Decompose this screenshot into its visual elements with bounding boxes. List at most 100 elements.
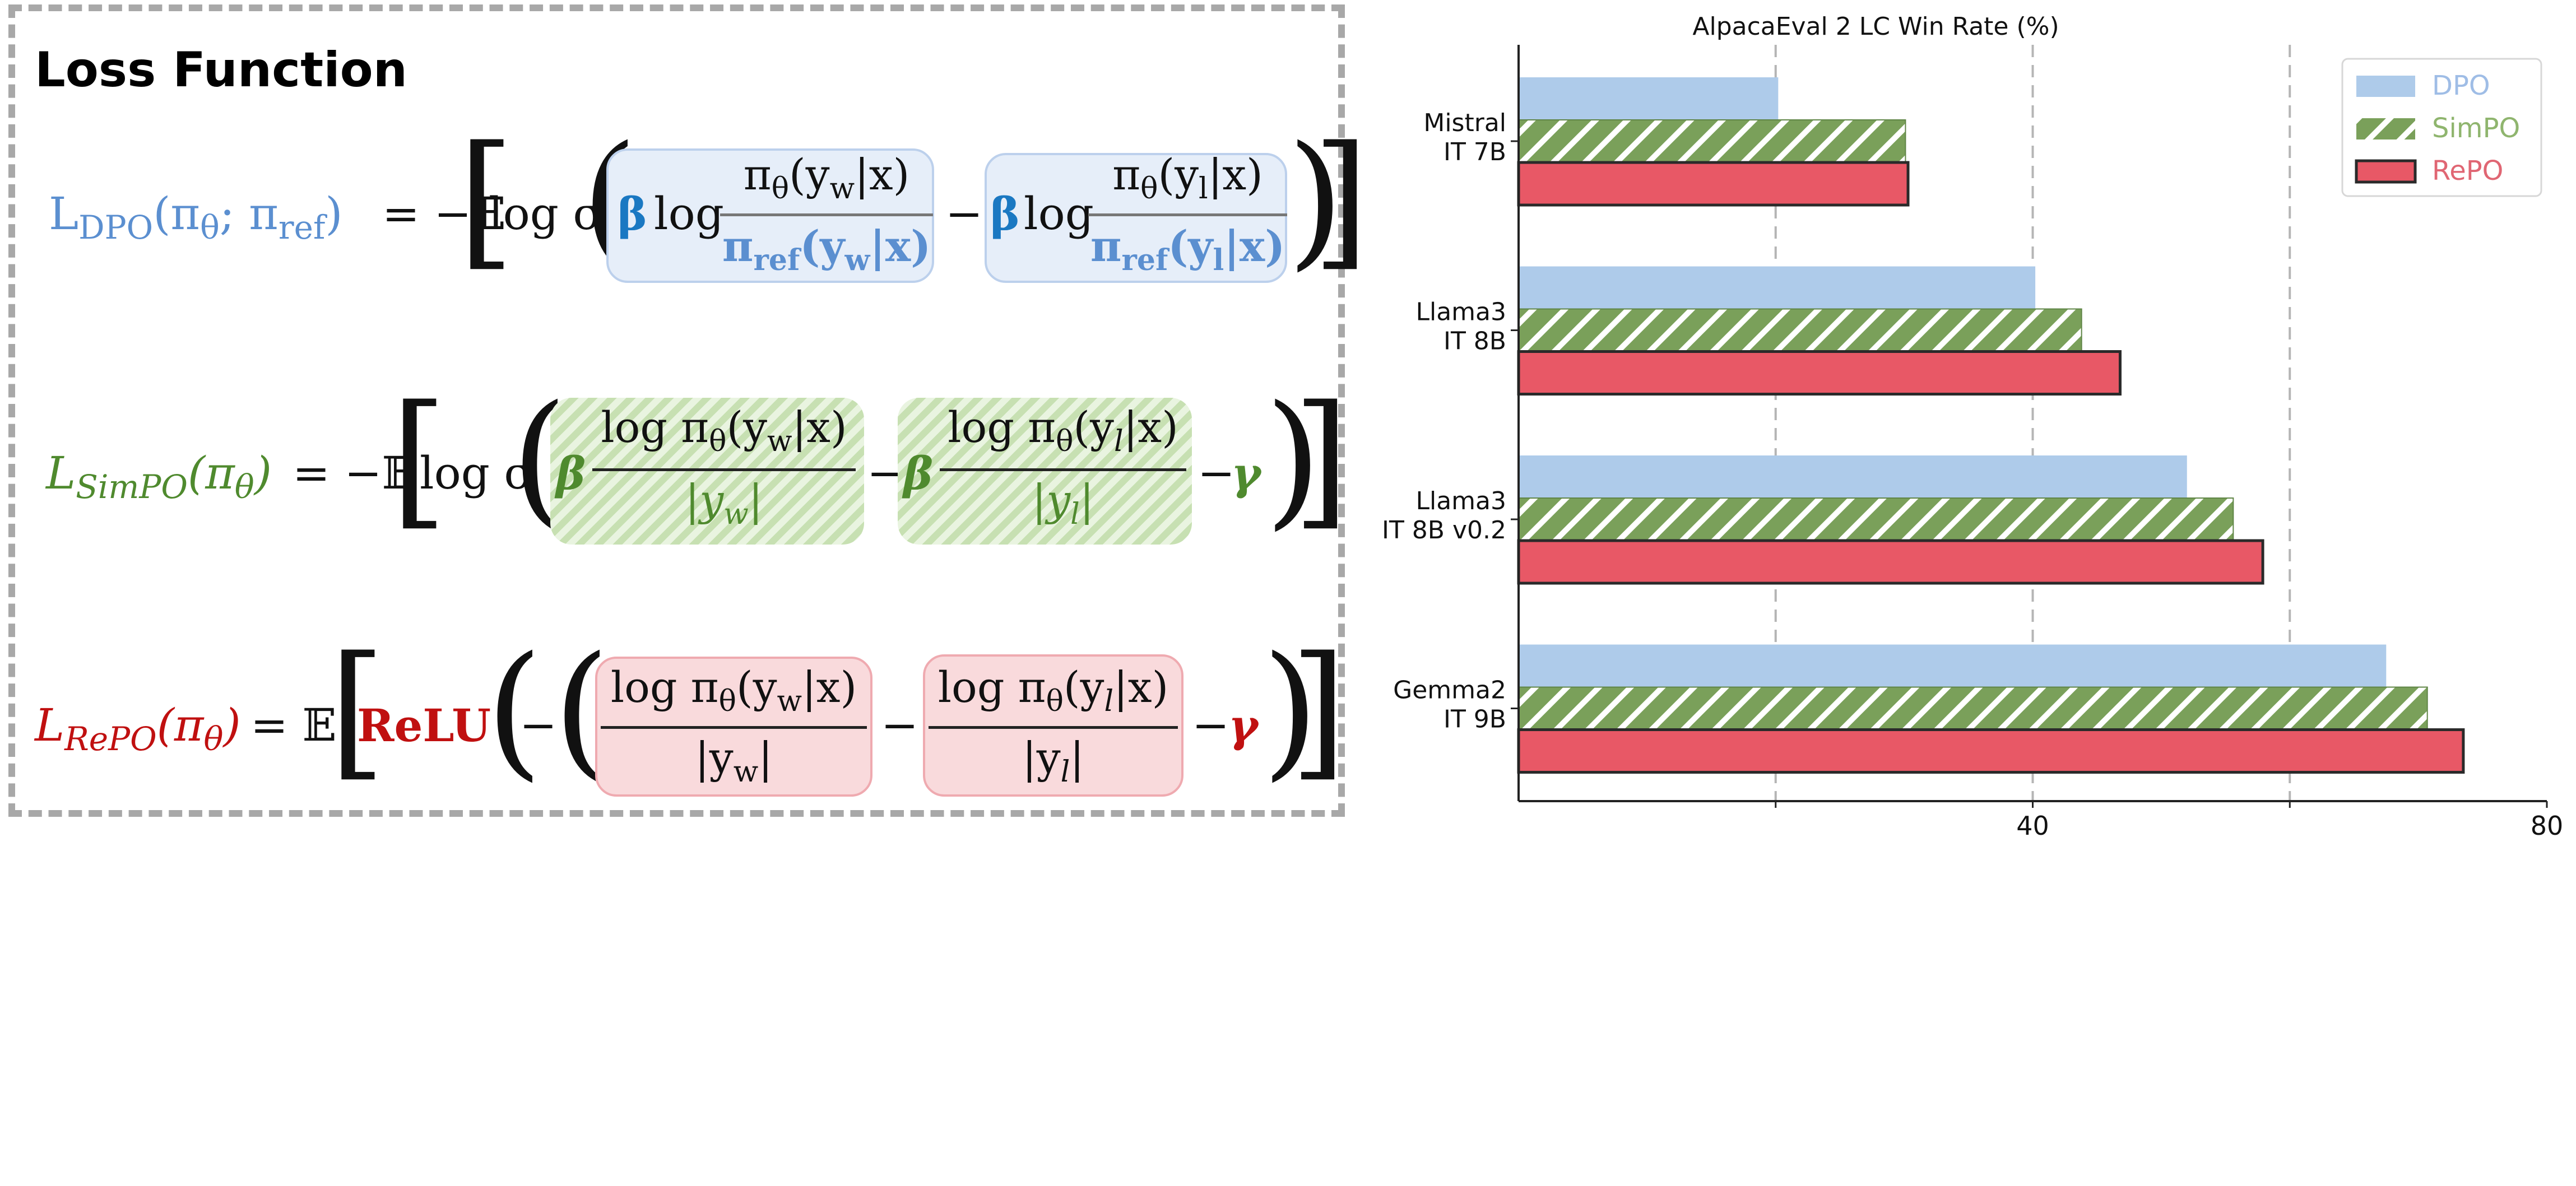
simpo-dw-tail: | bbox=[748, 475, 763, 525]
dpo-winner-denominator: πref(yw|x) bbox=[720, 221, 933, 277]
bar-repo bbox=[1517, 350, 2122, 396]
simpo-beta-l: β bbox=[903, 447, 934, 500]
repo-open-paren-outer: ( bbox=[486, 626, 543, 795]
simpo-nw-tail: |x) bbox=[792, 402, 847, 452]
repo-close-paren: ) bbox=[1262, 626, 1319, 795]
dpo-log-w: log bbox=[654, 188, 724, 240]
legend-label-simpo: SimPO bbox=[2432, 113, 2520, 144]
simpo-nw-arg: (y bbox=[726, 402, 768, 452]
dpo-dw-arg: (y bbox=[800, 221, 845, 271]
dpo-lhs-close: ) bbox=[325, 188, 343, 240]
legend-label-repo: RePO bbox=[2432, 155, 2503, 187]
dpo-dl-pi: π bbox=[1090, 221, 1122, 271]
dpo-lhs: LDPO(πθ; πref) bbox=[49, 188, 343, 246]
dpo-nw-arg: (y bbox=[789, 150, 830, 199]
dpo-equation: LDPO(πθ; πref) = −𝔼 [ log σ ( β log πθ(y… bbox=[15, 127, 1369, 289]
y-tick-label-line: IT 8B v0.2 bbox=[1382, 516, 1506, 545]
dpo-nw-theta: θ bbox=[771, 172, 790, 206]
repo-lhs-close: ) bbox=[223, 699, 241, 751]
repo-nw-sub: w bbox=[777, 685, 802, 719]
loss-function-panel: Loss Function LDPO(πθ; πref) = −𝔼 [ log … bbox=[8, 4, 1369, 817]
bar-repo bbox=[1517, 161, 1910, 207]
y-tick-label-line: Mistral bbox=[1423, 109, 1506, 137]
dpo-loser-fraction: πθ(yl|x) πref(yl|x) bbox=[1088, 148, 1287, 283]
simpo-winner-fraction-line bbox=[592, 468, 856, 471]
dpo-nl-tail: |x) bbox=[1208, 150, 1263, 199]
repo-close-bracket: ] bbox=[1290, 626, 1347, 795]
repo-lhs-symbol: L bbox=[35, 699, 65, 751]
repo-nw-logpi: log π bbox=[610, 662, 719, 712]
simpo-nl-logpi: log π bbox=[948, 402, 1056, 452]
y-tick-label-line: Gemma2 bbox=[1393, 676, 1506, 705]
y-tick-label-line: IT 9B bbox=[1444, 705, 1506, 734]
dpo-log-sigma: log σ bbox=[489, 188, 604, 240]
repo-winner-fraction-line bbox=[601, 726, 867, 729]
repo-dw-tail: | bbox=[758, 733, 773, 783]
repo-dw-sub: w bbox=[733, 755, 759, 789]
repo-equals: = 𝔼 bbox=[250, 699, 337, 751]
repo-winner-fraction: log πθ(yw|x) |yw| bbox=[601, 657, 867, 797]
y-tick-label-line: IT 8B bbox=[1444, 327, 1506, 356]
bar-simpo bbox=[1518, 497, 2234, 541]
dpo-dw-ref: ref bbox=[753, 243, 800, 278]
repo-lhs-subscript: RePO bbox=[64, 720, 157, 758]
repo-dw-y: |y bbox=[695, 733, 734, 783]
dpo-nw-sub: w bbox=[829, 172, 855, 206]
simpo-loser-fraction: log πθ(yl|x) |yl| bbox=[940, 398, 1186, 545]
repo-loser-fraction: log πθ(yl|x) |yl| bbox=[929, 654, 1178, 797]
dpo-winner-fraction-line bbox=[720, 213, 933, 216]
repo-lhs: LRePO(πθ) bbox=[35, 699, 241, 758]
repo-dl-sub: l bbox=[1060, 755, 1070, 789]
dpo-beta-w: β bbox=[618, 188, 648, 240]
simpo-loser-fraction-line bbox=[940, 468, 1186, 471]
y-tick-label-line: Llama3 bbox=[1415, 487, 1506, 515]
y-tick-label: Mistral IT 7B bbox=[1423, 109, 1506, 166]
simpo-loser-box bbox=[898, 398, 1192, 545]
dpo-lhs-args: (π bbox=[153, 188, 200, 240]
bar-dpo bbox=[1519, 644, 2387, 687]
dpo-open-bracket: [ bbox=[458, 115, 515, 285]
bar-simpo bbox=[1518, 119, 1906, 163]
dpo-winner-fraction: πθ(yw|x) πref(yw|x) bbox=[720, 148, 933, 283]
simpo-equals: = −𝔼 bbox=[293, 447, 416, 499]
dpo-nl-sub: l bbox=[1199, 172, 1208, 206]
repo-nl-sub: l bbox=[1104, 685, 1114, 719]
repo-lhs-theta: θ bbox=[203, 720, 224, 758]
simpo-lhs: LSimPO(πθ) bbox=[46, 447, 272, 506]
repo-nl-arg: (y bbox=[1063, 662, 1104, 712]
dpo-loser-denominator: πref(yl|x) bbox=[1088, 221, 1287, 277]
simpo-nl-sub: l bbox=[1113, 425, 1124, 459]
dpo-lhs-sep: ; π bbox=[219, 188, 279, 240]
simpo-loser-numerator: log πθ(yl|x) bbox=[940, 402, 1186, 458]
y-tick-label-line: IT 7B bbox=[1444, 138, 1506, 166]
y-tick-label: Llama3 IT 8B v0.2 bbox=[1382, 487, 1506, 545]
simpo-dw-sub: w bbox=[723, 497, 749, 532]
repo-open-bracket: [ bbox=[329, 626, 386, 795]
repo-nl-theta: θ bbox=[1046, 685, 1064, 719]
x-tick-label: 80 bbox=[2531, 811, 2564, 841]
dpo-dw-sub: w bbox=[844, 243, 870, 278]
simpo-nl-theta: θ bbox=[1056, 425, 1074, 459]
simpo-lhs-symbol: L bbox=[46, 447, 76, 499]
dpo-dl-arg: (y bbox=[1168, 221, 1213, 271]
dpo-loser-numerator: πθ(yl|x) bbox=[1088, 150, 1287, 206]
simpo-nw-sub: w bbox=[767, 425, 792, 459]
dpo-nl-arg: (y bbox=[1158, 150, 1199, 199]
dpo-log-l: log bbox=[1024, 188, 1094, 240]
dpo-lhs-ref: ref bbox=[278, 208, 326, 246]
repo-minus-gamma: − bbox=[1192, 699, 1230, 751]
dpo-beta-l: β bbox=[990, 188, 1020, 240]
dpo-close-paren: ) bbox=[1287, 115, 1344, 285]
simpo-loser-denominator: |yl| bbox=[940, 475, 1186, 531]
repo-nw-tail: |x) bbox=[802, 662, 857, 712]
x-tick-label: 40 bbox=[2016, 811, 2049, 841]
simpo-gamma: γ bbox=[1231, 447, 1261, 500]
simpo-winner-denominator: |yw| bbox=[592, 475, 856, 531]
simpo-lhs-subscript: SimPO bbox=[76, 468, 188, 506]
repo-winner-denominator: |yw| bbox=[601, 733, 867, 789]
simpo-log-sigma: log σ bbox=[420, 447, 535, 499]
repo-dl-tail: | bbox=[1070, 733, 1084, 783]
repo-equation: LRePO(πθ) = 𝔼 [ ReLU ( − ( log πθ(yw|x) … bbox=[15, 638, 1352, 801]
simpo-lhs-theta: θ bbox=[234, 468, 254, 506]
dpo-lhs-subscript: DPO bbox=[78, 208, 154, 246]
